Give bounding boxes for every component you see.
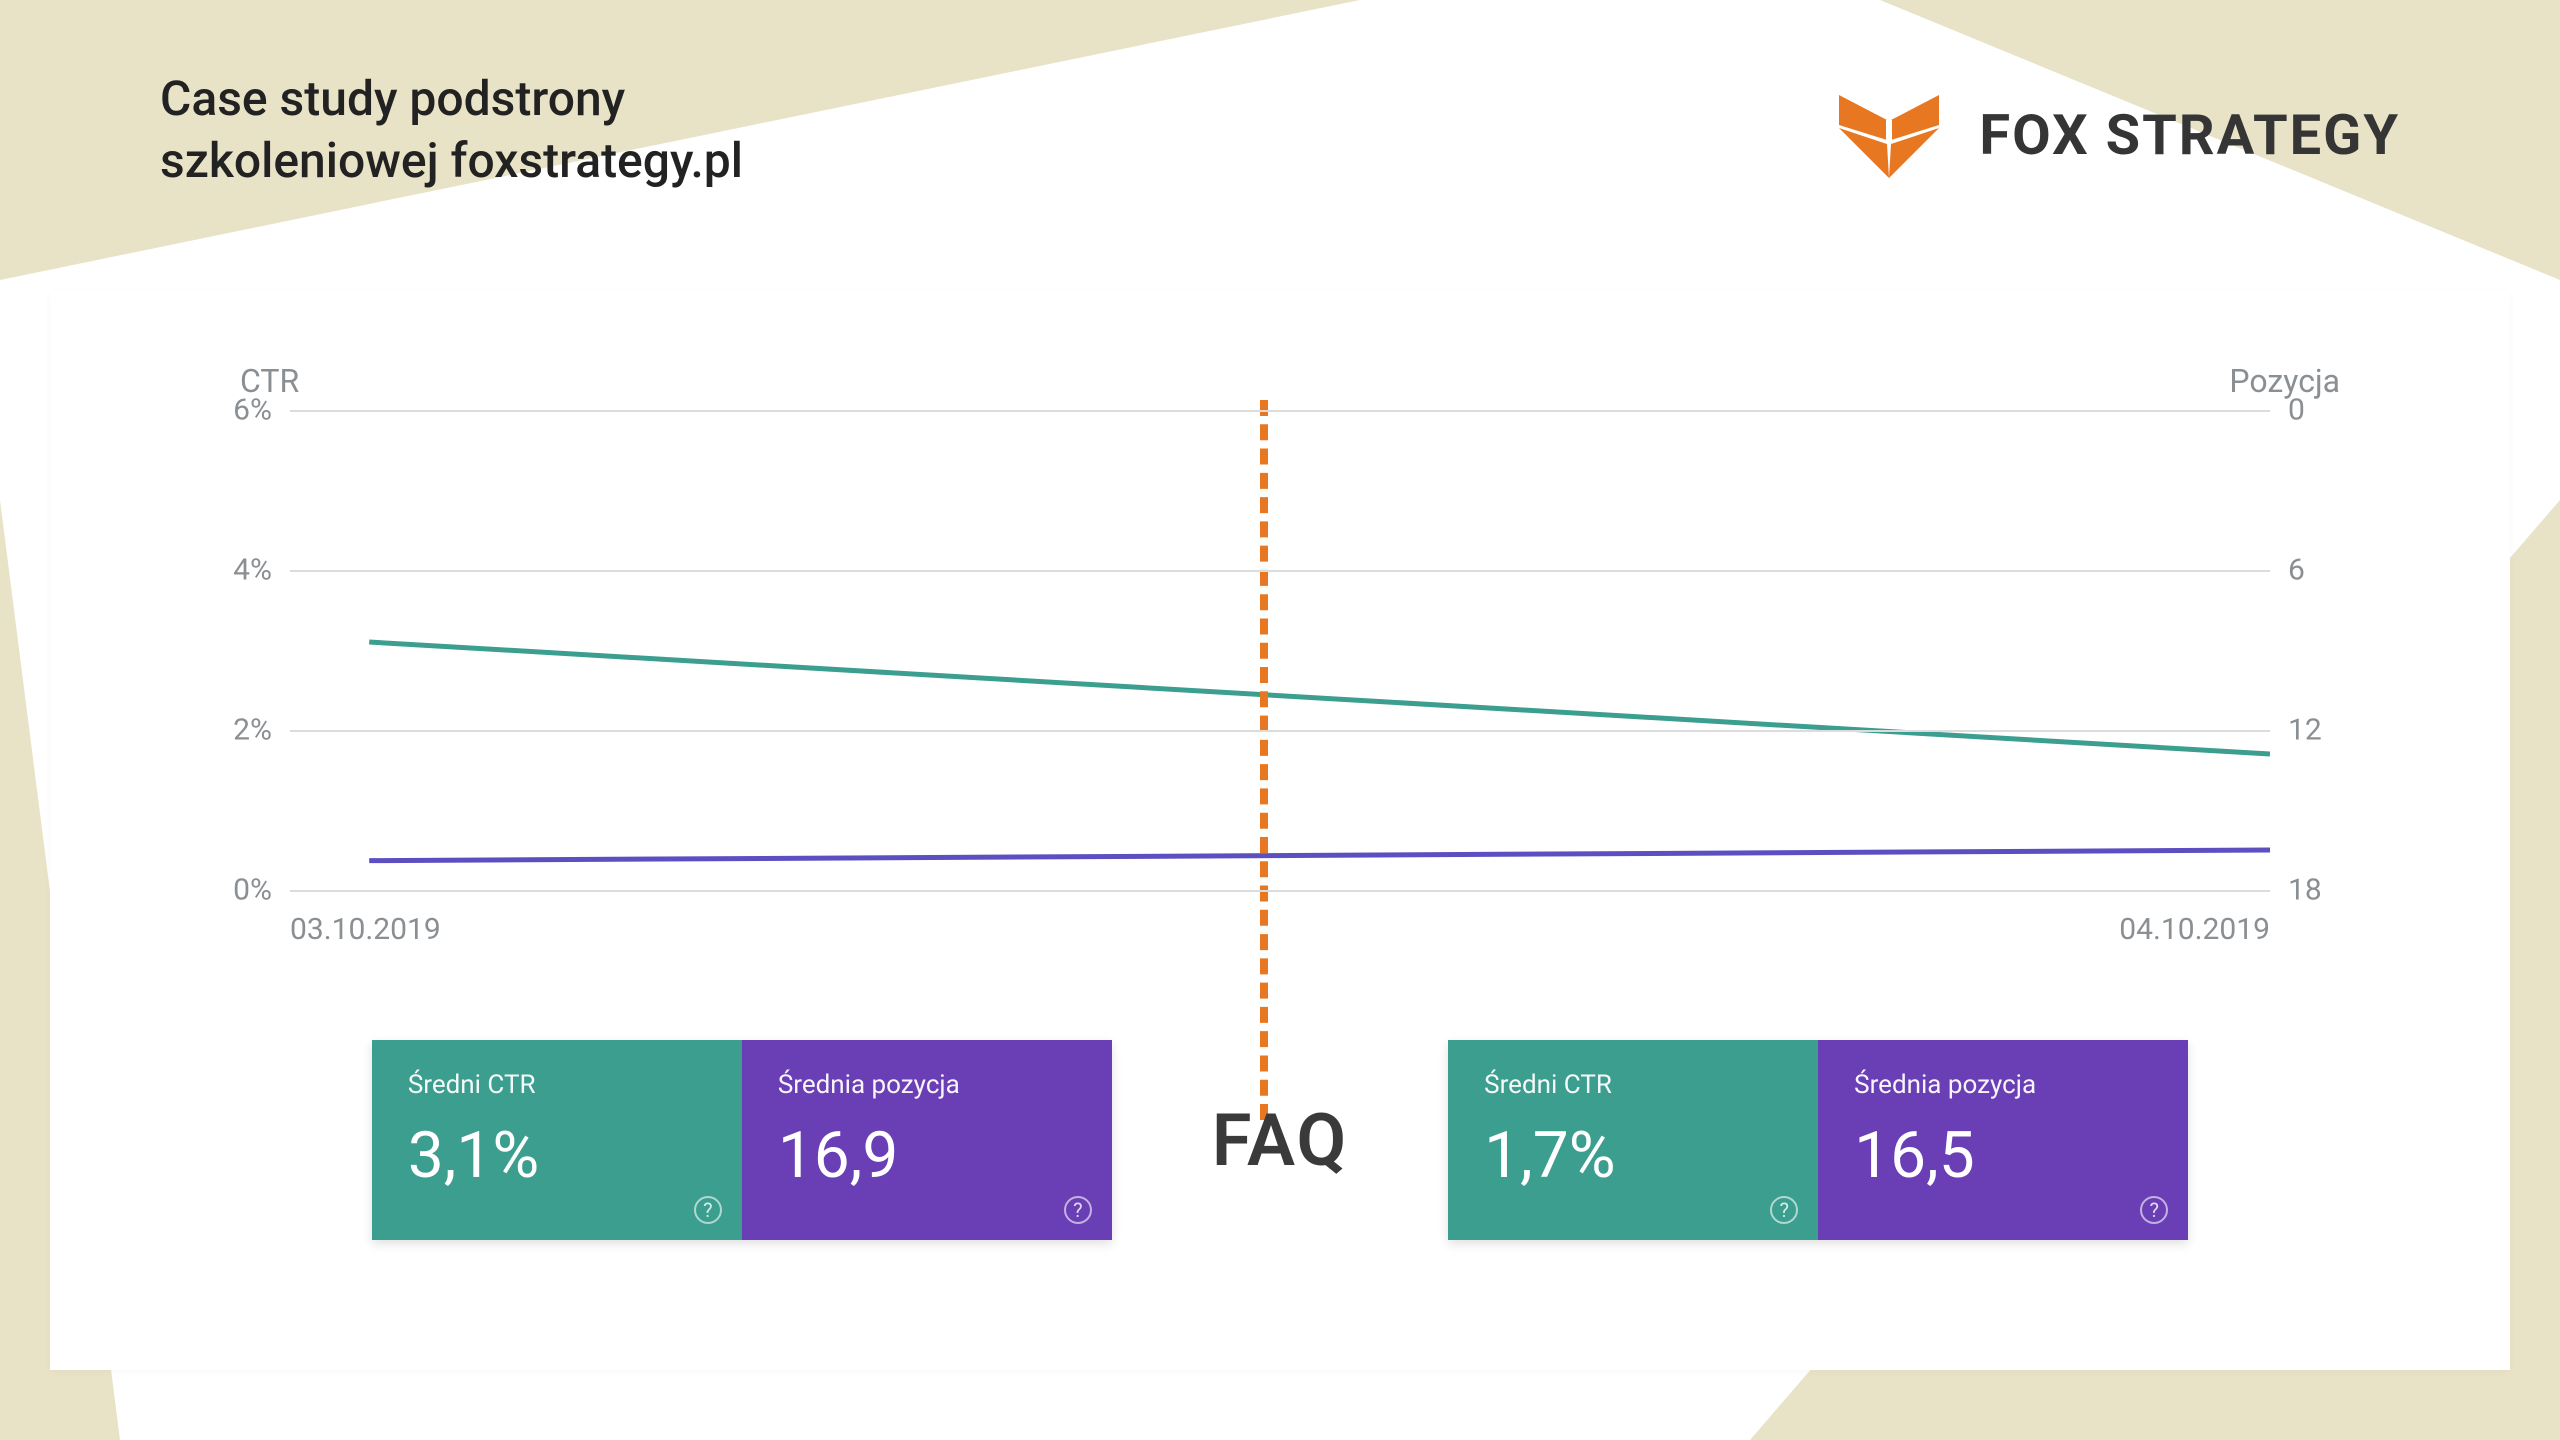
kpi-card-pair-before: Średni CTR 3,1%? Średnia pozycja 16,9? — [372, 1040, 1112, 1240]
chart-divider-line — [1260, 400, 1268, 1120]
slide-title: Case study podstrony szkoleniowej foxstr… — [160, 68, 743, 193]
y-tick-left: 2% — [233, 712, 272, 747]
help-icon[interactable]: ? — [1064, 1196, 1092, 1224]
help-icon[interactable]: ? — [1770, 1196, 1798, 1224]
kpi-value: 1,7% — [1484, 1118, 1782, 1193]
y-tick-left: 6% — [233, 393, 272, 428]
kpi-value: 16,5 — [1854, 1118, 2152, 1193]
y-tick-right: 6 — [2288, 552, 2305, 587]
kpi-label: Średnia pozycja — [778, 1070, 1076, 1100]
slide-title-line1: Case study podstrony — [160, 70, 625, 127]
chart-panel: CTR Pozycja 03.10.2019 04.10.2019 6%04%6… — [50, 290, 2510, 1370]
y-tick-right: 12 — [2288, 712, 2322, 747]
chart-gridline — [290, 890, 2270, 892]
kpi-label: Średni CTR — [408, 1070, 706, 1100]
axis-title-right: Pozycja — [2229, 362, 2340, 400]
chart-plot: 03.10.2019 04.10.2019 6%04%62%120%18 — [290, 410, 2270, 890]
y-tick-left: 4% — [233, 552, 272, 587]
kpi-value: 16,9 — [778, 1118, 1076, 1193]
chart-gridline — [290, 570, 2270, 572]
kpi-card: Średni CTR 3,1%? — [372, 1040, 742, 1240]
kpi-cards-row: Średni CTR3,1%?Średnia pozycja16,9? FAQ … — [50, 1040, 2510, 1240]
y-tick-left: 0% — [233, 873, 272, 908]
fox-logo-icon — [1829, 90, 1949, 180]
help-icon[interactable]: ? — [694, 1196, 722, 1224]
y-tick-right: 18 — [2288, 873, 2322, 908]
y-tick-right: 0 — [2288, 393, 2305, 428]
kpi-card: Średnia pozycja 16,9? — [742, 1040, 1112, 1240]
faq-label: FAQ — [1212, 1098, 1348, 1183]
slide-title-line2: szkoleniowej foxstrategy.pl — [160, 132, 743, 189]
kpi-card-pair-after: Średni CTR 1,7%? Średnia pozycja 16,5? — [1448, 1040, 2188, 1240]
chart-series-pozycja — [369, 850, 2270, 861]
brand: FOX STRATEGY — [1829, 90, 2400, 180]
help-icon[interactable]: ? — [2140, 1196, 2168, 1224]
x-tick-start: 03.10.2019 — [290, 912, 441, 947]
chart-area: CTR Pozycja 03.10.2019 04.10.2019 6%04%6… — [140, 350, 2420, 1000]
chart-gridline — [290, 410, 2270, 412]
chart-gridline — [290, 730, 2270, 732]
chart-lines-svg — [290, 410, 2270, 890]
kpi-label: Średni CTR — [1484, 1070, 1782, 1100]
chart-series-ctr — [369, 642, 2270, 754]
kpi-card: Średnia pozycja 16,5? — [1818, 1040, 2188, 1240]
kpi-card: Średni CTR 1,7%? — [1448, 1040, 1818, 1240]
kpi-value: 3,1% — [408, 1118, 706, 1193]
x-tick-end: 04.10.2019 — [2119, 912, 2270, 947]
kpi-label: Średnia pozycja — [1854, 1070, 2152, 1100]
brand-name: FOX STRATEGY — [1979, 102, 2400, 168]
